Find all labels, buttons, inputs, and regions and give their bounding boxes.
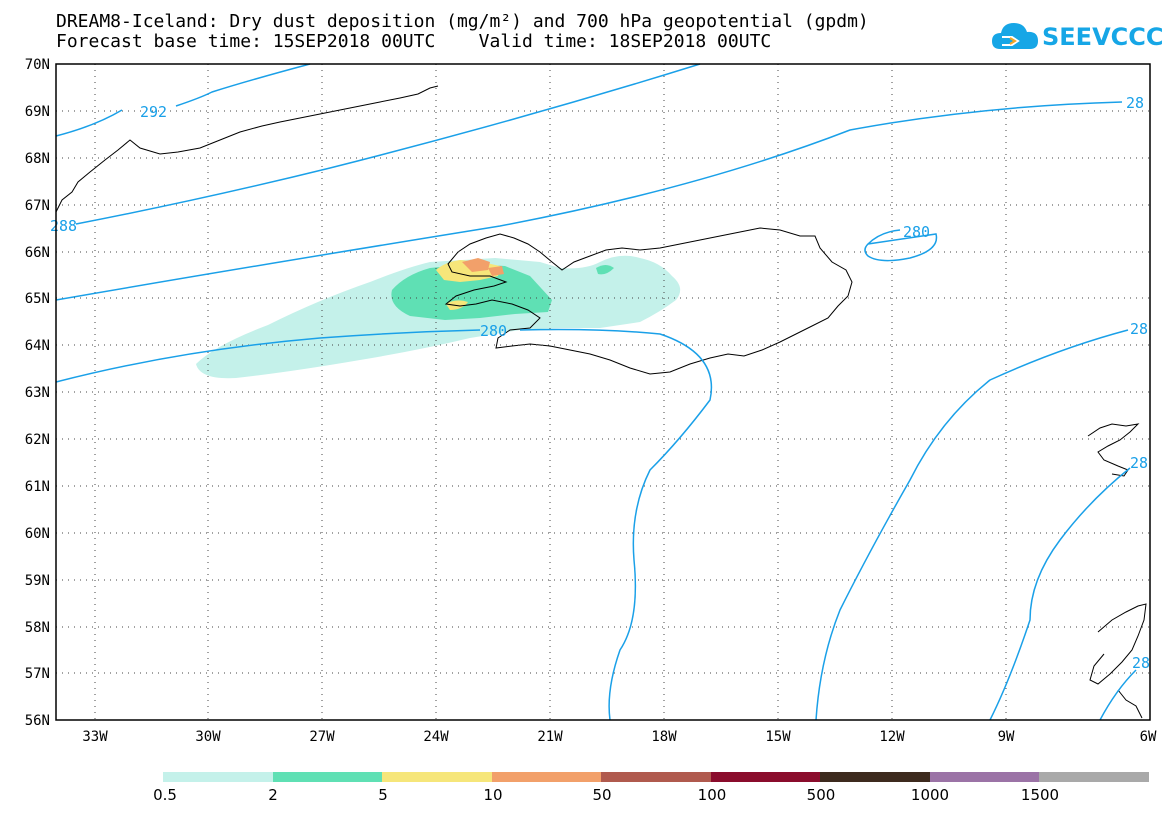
legend-label: 2 (268, 786, 278, 804)
dust-deposition-field (196, 255, 681, 379)
contour-label: 280 (480, 322, 507, 340)
lat-label: 56N (25, 713, 50, 729)
legend-swatch (820, 772, 930, 782)
contour-292 (55, 63, 311, 137)
deposition-2-area-east (596, 265, 614, 275)
deposition-10-area (462, 258, 490, 272)
map-frame (55, 63, 1151, 721)
map-title: DREAM8-Iceland: Dry dust deposition (mg/… (56, 11, 869, 32)
greenland-coastline (55, 85, 439, 213)
lon-label: 33W (82, 729, 108, 745)
lat-label: 69N (25, 104, 50, 120)
lon-label: 27W (309, 729, 335, 745)
contour-284-north (55, 101, 1123, 301)
legend-label: 5 (378, 786, 388, 804)
legend-label: 50 (592, 786, 612, 804)
lat-label: 64N (25, 338, 50, 354)
seevccc-logo: SEEVCCC (990, 17, 1170, 57)
lat-label: 68N (25, 151, 50, 167)
contour-label: 28 (1126, 94, 1144, 112)
lon-label: 12W (879, 729, 905, 745)
legend-label: 100 (697, 786, 727, 804)
lat-label: 63N (25, 385, 50, 401)
cloud-icon (992, 23, 1038, 49)
contour-280 (55, 328, 713, 721)
legend-swatch (382, 772, 492, 782)
lat-label: 60N (25, 526, 50, 542)
legend-label: 1000 (910, 786, 950, 804)
lat-label: 67N (25, 198, 50, 214)
longitude-labels: 33W 30W 27W 24W 21W 18W 15W 12W 9W 6W (82, 729, 1157, 745)
faroe-coastline (1087, 423, 1140, 477)
legend-swatch (163, 772, 273, 782)
legend-swatch (710, 772, 820, 782)
iceland-coastline (444, 227, 853, 375)
lon-label: 30W (195, 729, 221, 745)
color-legend (163, 772, 1149, 782)
lat-label: 57N (25, 666, 50, 682)
forecast-times: Forecast base time: 15SEP2018 00UTC Vali… (56, 31, 772, 52)
contour-label: 288 (50, 217, 77, 235)
logo-text: SEEVCCC (1042, 23, 1164, 51)
contour-label: 28 (1130, 320, 1148, 338)
legend-swatch (491, 772, 601, 782)
contour-label: 292 (140, 103, 167, 121)
graticule (56, 64, 1150, 720)
lon-label: 18W (651, 729, 677, 745)
legend-swatch (601, 772, 711, 782)
contour-label: 28 (1132, 654, 1150, 672)
contour-label: 28 (1130, 454, 1148, 472)
legend-swatch (929, 772, 1039, 782)
lon-label: 9W (998, 729, 1015, 745)
lat-label: 66N (25, 245, 50, 261)
scotland-coastline (1089, 603, 1147, 719)
lon-label: 24W (423, 729, 449, 745)
deposition-2-area (391, 264, 552, 320)
lat-label: 70N (25, 57, 50, 73)
legend-label: 1500 (1020, 786, 1060, 804)
contour-284-east (815, 329, 1129, 721)
contour-280-closed (864, 229, 938, 262)
lat-label: 61N (25, 479, 50, 495)
lat-label: 59N (25, 573, 50, 589)
latitude-labels: 70N 69N 68N 67N 66N 65N 64N 63N 62N 61N … (25, 57, 50, 729)
lon-label: 21W (537, 729, 563, 745)
legend-swatch (1039, 772, 1149, 782)
legend-label: 10 (483, 786, 503, 804)
contour-288 (75, 63, 701, 225)
lat-label: 58N (25, 620, 50, 636)
legend-label: 0.5 (153, 786, 177, 804)
legend-label: 500 (806, 786, 836, 804)
lon-label: 15W (765, 729, 791, 745)
lat-label: 65N (25, 291, 50, 307)
contour-label: 280 (903, 223, 930, 241)
geopotential-contours (55, 63, 1137, 721)
lon-label: 6W (1140, 729, 1157, 745)
legend-swatch (272, 772, 382, 782)
lat-label: 62N (25, 432, 50, 448)
contour-288-east (989, 467, 1131, 721)
contour-292-east (1099, 669, 1137, 721)
deposition-10-area-b (488, 266, 504, 276)
